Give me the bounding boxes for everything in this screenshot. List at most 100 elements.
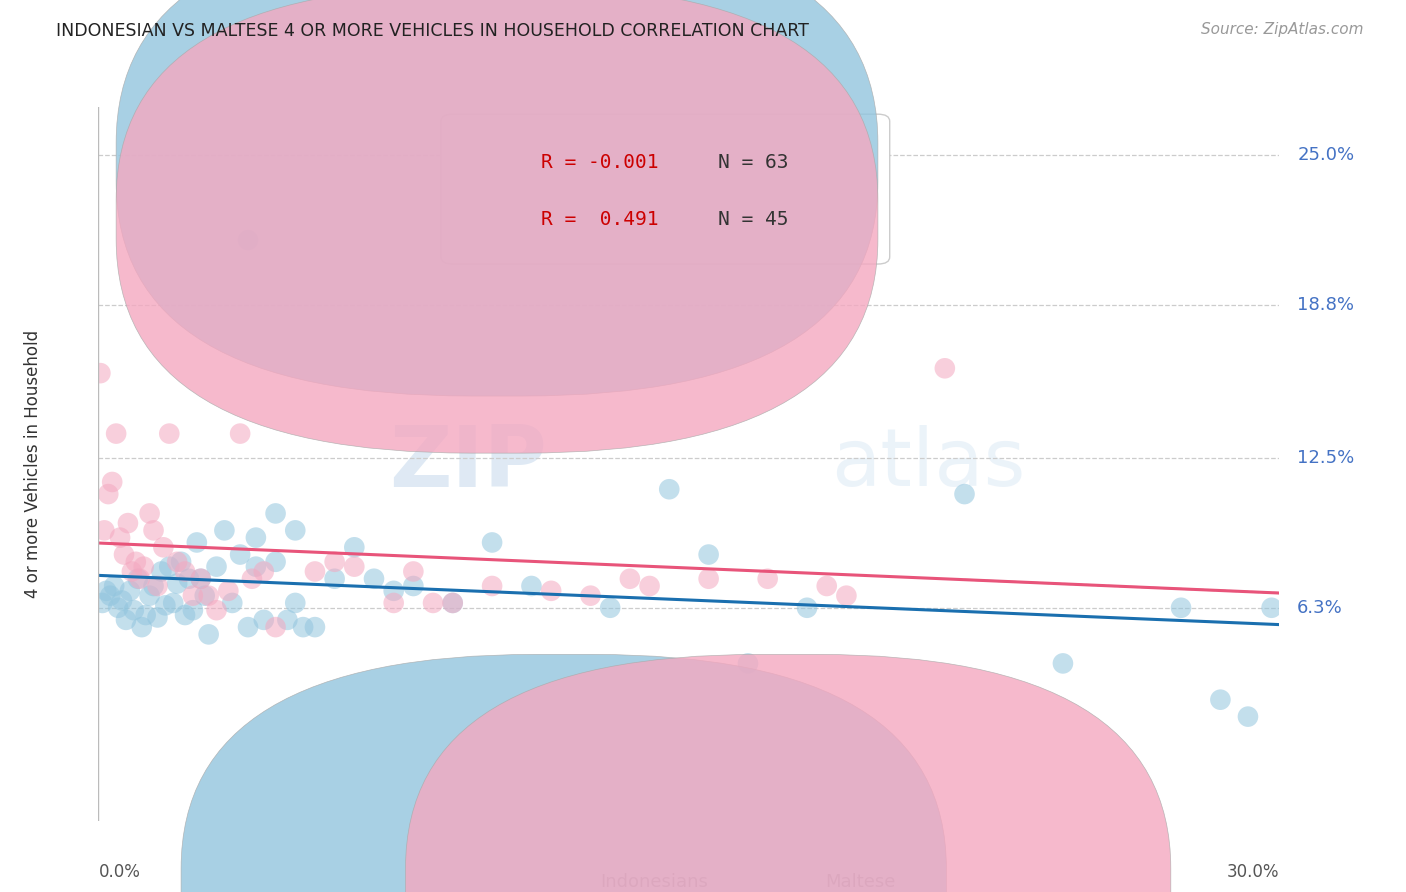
Point	[284, 524, 307, 538]
Point	[166, 555, 188, 569]
Point	[253, 613, 276, 627]
Point	[121, 565, 143, 579]
Point	[205, 603, 228, 617]
Point	[91, 596, 114, 610]
Point	[284, 596, 307, 610]
Point	[122, 603, 145, 617]
Point	[197, 589, 219, 603]
Point	[181, 603, 204, 617]
FancyBboxPatch shape	[181, 655, 946, 892]
Point	[1209, 692, 1232, 706]
Point	[599, 600, 621, 615]
Point	[382, 596, 405, 610]
Point	[115, 613, 138, 627]
Point	[118, 583, 141, 598]
Text: R =  0.491: R = 0.491	[541, 211, 659, 229]
Point	[343, 559, 366, 574]
Point	[934, 361, 956, 376]
Text: 0.0%: 0.0%	[98, 863, 141, 881]
Point	[125, 555, 148, 569]
Point	[142, 524, 165, 538]
Point	[162, 596, 184, 610]
Text: N = 63: N = 63	[718, 153, 789, 172]
Point	[697, 572, 720, 586]
Point	[323, 572, 346, 586]
Point	[304, 565, 326, 579]
Point	[236, 620, 259, 634]
Point	[835, 589, 858, 603]
Point	[756, 572, 779, 586]
Point	[128, 572, 150, 586]
Point	[194, 589, 217, 603]
Point	[214, 524, 236, 538]
Point	[264, 555, 287, 569]
Point	[343, 541, 366, 555]
Point	[127, 572, 149, 586]
Point	[217, 583, 239, 598]
Point	[422, 596, 444, 610]
Text: Indonesians: Indonesians	[600, 873, 709, 891]
Point	[264, 507, 287, 521]
Point	[737, 657, 759, 671]
Text: 25.0%: 25.0%	[1298, 146, 1354, 164]
Point	[157, 559, 180, 574]
Point	[1170, 600, 1192, 615]
Point	[245, 531, 267, 545]
Point	[131, 620, 153, 634]
Point	[221, 596, 243, 610]
Point	[579, 589, 602, 603]
Point	[186, 535, 208, 549]
Point	[101, 475, 124, 489]
Point	[111, 593, 134, 607]
Point	[402, 579, 425, 593]
Text: 6.3%: 6.3%	[1298, 599, 1343, 616]
Point	[441, 596, 464, 610]
Point	[107, 600, 129, 615]
Point	[98, 589, 121, 603]
Point	[953, 487, 976, 501]
Point	[97, 487, 120, 501]
FancyBboxPatch shape	[441, 114, 890, 264]
Point	[197, 627, 219, 641]
Point	[205, 559, 228, 574]
Point	[796, 600, 818, 615]
Text: 12.5%: 12.5%	[1298, 449, 1354, 467]
Point	[181, 589, 204, 603]
Point	[117, 516, 139, 530]
Point	[1237, 709, 1260, 723]
Point	[93, 524, 115, 538]
Text: atlas: atlas	[831, 425, 1025, 503]
Point	[323, 555, 346, 569]
Text: INDONESIAN VS MALTESE 4 OR MORE VEHICLES IN HOUSEHOLD CORRELATION CHART: INDONESIAN VS MALTESE 4 OR MORE VEHICLES…	[56, 22, 808, 40]
Point	[166, 576, 188, 591]
Point	[441, 596, 464, 610]
Point	[697, 548, 720, 562]
Point	[150, 565, 173, 579]
Point	[540, 583, 562, 598]
Point	[236, 233, 259, 247]
Point	[402, 565, 425, 579]
Text: 18.8%: 18.8%	[1298, 296, 1354, 314]
Point	[146, 579, 169, 593]
Point	[658, 482, 681, 496]
FancyBboxPatch shape	[405, 655, 1171, 892]
Point	[174, 565, 197, 579]
Text: R = -0.001: R = -0.001	[541, 153, 659, 172]
Point	[190, 572, 212, 586]
FancyBboxPatch shape	[117, 0, 877, 453]
Point	[138, 589, 160, 603]
Point	[174, 607, 197, 622]
Point	[152, 541, 174, 555]
Point	[520, 579, 543, 593]
Point	[229, 426, 252, 441]
Point	[142, 579, 165, 593]
Text: Source: ZipAtlas.com: Source: ZipAtlas.com	[1201, 22, 1364, 37]
Point	[253, 565, 276, 579]
Point	[481, 579, 503, 593]
Point	[190, 572, 212, 586]
Point	[135, 607, 157, 622]
Point	[157, 426, 180, 441]
Point	[619, 572, 641, 586]
Point	[264, 620, 287, 634]
Point	[245, 559, 267, 574]
